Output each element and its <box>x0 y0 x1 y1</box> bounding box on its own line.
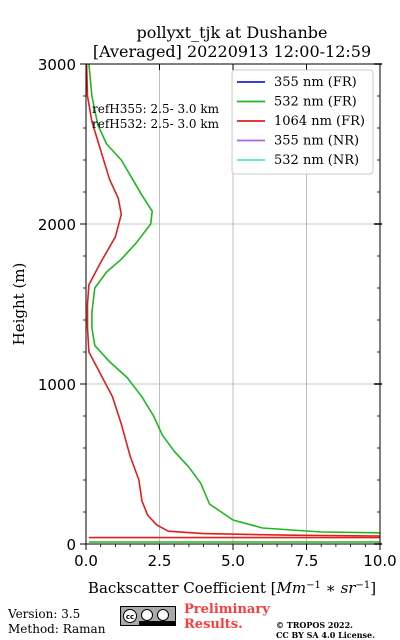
x-tick-label: 5.0 <box>221 552 245 570</box>
y-tick-label: 3000 <box>38 56 76 74</box>
y-tick-label: 1000 <box>38 376 76 394</box>
version-text: Version: 3.5 <box>8 607 81 621</box>
annotation-refh532: refH532: 2.5- 3.0 km <box>92 117 220 131</box>
y-tick-label: 2000 <box>38 216 76 234</box>
copyright-line1: © TROPOS 2022. <box>276 620 353 630</box>
preliminary-results: Preliminary Results. <box>184 602 270 632</box>
x-tick-label: 7.5 <box>295 552 319 570</box>
legend-label-2: 1064 nm (FR) <box>274 114 365 129</box>
preliminary-line1: Preliminary <box>184 602 270 617</box>
ticks: 0.0 2.5 5.0 7.5 10.0 0 1000 2000 3000 <box>38 56 397 570</box>
legend: 355 nm (FR) 532 nm (FR) 1064 nm (FR) 355 nm… <box>231 69 374 175</box>
legend-label-0: 355 nm (FR) <box>274 75 357 90</box>
legend-label-3: 355 nm (NR) <box>274 134 359 149</box>
sa-icon <box>157 609 169 621</box>
cc-icon: cc <box>123 609 137 623</box>
chart-subtitle: [Averaged] 20220913 12:00-12:59 <box>93 42 371 61</box>
x-tick-label: 2.5 <box>148 552 172 570</box>
y-axis-label: Height (m) <box>10 263 28 346</box>
copyright: © TROPOS 2022. CC BY SA 4.0 License. <box>276 620 375 640</box>
preliminary-line2: Results. <box>184 617 243 632</box>
legend-box <box>231 69 374 175</box>
copyright-line2: CC BY SA 4.0 License. <box>276 630 375 640</box>
method-text: Method: Raman <box>8 622 106 636</box>
chart-title: pollyxt_tjk at Dushanbe <box>136 23 327 42</box>
x-tick-label: 10.0 <box>363 552 396 570</box>
cc-license-badge: cc <box>120 606 176 626</box>
legend-label-4: 532 nm (NR) <box>274 153 359 168</box>
legend-label-1: 532 nm (FR) <box>274 95 357 110</box>
series-line-2 <box>86 64 380 537</box>
y-tick-label: 0 <box>66 536 76 554</box>
lidar-chart: pollyxt_tjk at Dushanbe [Averaged] 20220… <box>10 23 397 597</box>
curves <box>86 64 380 543</box>
x-tick-label: 0.0 <box>74 552 98 570</box>
by-icon <box>141 609 153 621</box>
series-line-1 <box>88 64 380 534</box>
annotation-refh355: refH355: 2.5- 3.0 km <box>92 102 220 116</box>
x-axis-label: Backscatter Coefficient [Mm−1 ∗ sr−1] <box>88 579 376 597</box>
